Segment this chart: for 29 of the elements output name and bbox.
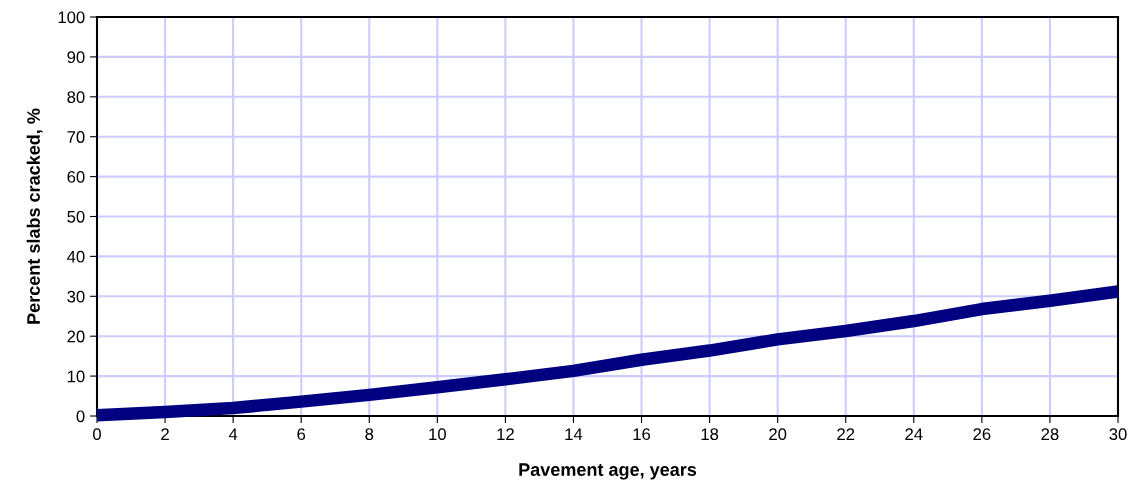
y-tick-label: 50 bbox=[67, 210, 85, 223]
x-tick-label: 16 bbox=[633, 428, 651, 441]
y-tick-label: 0 bbox=[76, 410, 85, 423]
y-axis-title: Percent slabs cracked, % bbox=[26, 108, 43, 324]
y-tick-label: 20 bbox=[67, 330, 85, 343]
x-tick-label: 28 bbox=[1041, 428, 1059, 441]
y-tick-label: 30 bbox=[67, 290, 85, 303]
x-tick-label: 14 bbox=[565, 428, 583, 440]
x-tick-label: 12 bbox=[497, 428, 514, 440]
x-tick-label: 18 bbox=[701, 428, 719, 441]
x-tick-label: 8 bbox=[365, 428, 374, 441]
x-tick-label: 30 bbox=[1109, 428, 1127, 441]
x-tick-label: 24 bbox=[905, 428, 923, 440]
x-tick-label: 6 bbox=[297, 428, 306, 441]
x-tick-label: 10 bbox=[429, 428, 446, 441]
y-tick-label: 60 bbox=[67, 171, 85, 183]
x-tick-label: 22 bbox=[837, 428, 855, 440]
y-tick-label: 100 bbox=[58, 11, 85, 24]
x-tick-label: 0 bbox=[93, 428, 101, 441]
x-tick-label: 26 bbox=[973, 428, 991, 441]
x-tick-label: 2 bbox=[161, 428, 169, 440]
x-axis-title: Pavement age, years bbox=[519, 463, 697, 480]
y-tick-label: 70 bbox=[67, 131, 85, 143]
y-tick-label: 90 bbox=[67, 51, 85, 64]
y-tick-label: 40 bbox=[67, 250, 85, 263]
y-tick-label: 10 bbox=[67, 370, 85, 383]
y-tick-label: 80 bbox=[67, 91, 85, 103]
x-tick-label: 20 bbox=[769, 428, 787, 441]
x-tick-label: 4 bbox=[228, 428, 238, 440]
